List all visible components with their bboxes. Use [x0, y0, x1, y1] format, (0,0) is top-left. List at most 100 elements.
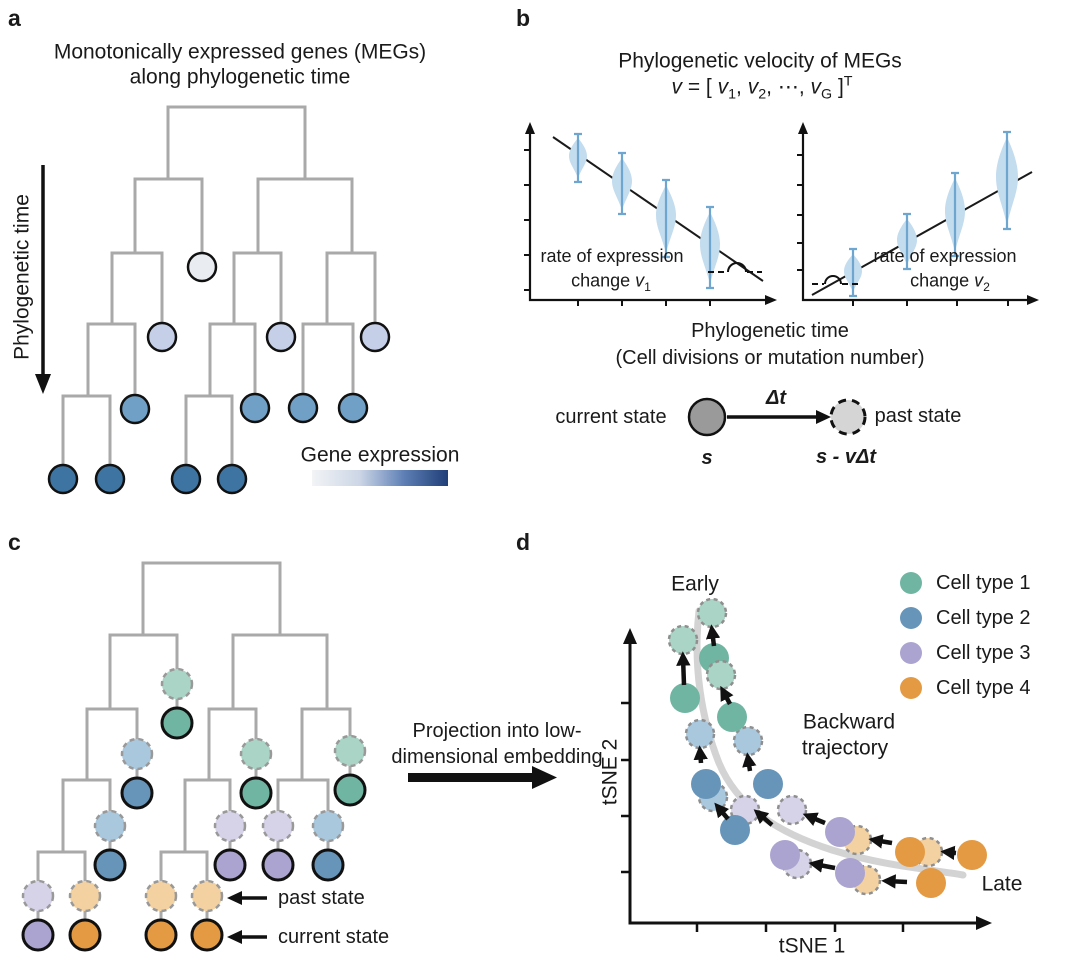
violin-plots-increasing [844, 130, 1018, 298]
slope-angle-icon [824, 275, 842, 285]
current-node-orange [190, 918, 224, 952]
past-node-blue [93, 809, 127, 843]
tree-node-low [359, 321, 391, 353]
projection-arrow [408, 766, 557, 789]
legend-label-cell-type-3: Cell type 3 [936, 642, 1031, 664]
panel-d-embedding [621, 572, 992, 932]
cell-teal [717, 702, 747, 732]
current-node-blue [93, 848, 127, 882]
cell-blue [753, 769, 783, 799]
increasing-meg-plot [797, 122, 1039, 306]
panel-a-title-line1: Monotonically expressed genes (MEGs) [53, 40, 427, 64]
gene-expression-colorbar [312, 470, 448, 486]
panel-a-tree [35, 105, 448, 495]
past-state-circle [829, 398, 867, 436]
current-node-purple [21, 918, 55, 952]
past-node-orange [68, 879, 102, 913]
past-node-blue [311, 809, 345, 843]
tsne2-axis-label: tSNE 2 [598, 738, 622, 806]
current-node-teal [333, 773, 367, 807]
past-state-label: past state [874, 405, 962, 427]
decreasing-meg-plot [524, 122, 777, 306]
colorbar-label: Gene expression [300, 443, 460, 467]
velocity-equation: v = [ v1, v2, ⋯, vG ]T [671, 73, 853, 103]
current-state-circle [687, 397, 727, 437]
panel-label-d: d [516, 529, 531, 555]
left-plot-caption-line2: change v1 [571, 270, 651, 295]
past-cell-teal [705, 659, 737, 691]
past-node-orange [190, 879, 224, 913]
tree-node-high [337, 392, 369, 424]
current-state-pointer [227, 930, 267, 944]
tree-node-low [265, 321, 297, 353]
current-node-blue [311, 848, 345, 882]
legend-swatch-cell-type-2 [900, 607, 922, 629]
tree-node-highest [170, 463, 202, 495]
delta-t-arrowhead-icon [816, 410, 831, 424]
cell-orange [957, 840, 987, 870]
past-state-value: s - vΔt [815, 446, 877, 468]
tree-node-low [146, 321, 178, 353]
cell-type-legend-swatches [900, 572, 922, 699]
legend-swatch-cell-type-1 [900, 572, 922, 594]
past-node-purple [261, 809, 295, 843]
past-node-orange [144, 879, 178, 913]
past-node-teal [239, 737, 273, 771]
tree-node-high [119, 393, 151, 425]
panel-b-title: Phylogenetic velocity of MEGs [618, 49, 902, 73]
state-transition-diagram [687, 397, 867, 437]
past-cell-purple [776, 794, 808, 826]
late-label: Late [981, 872, 1023, 896]
current-node-orange [68, 918, 102, 952]
past-state-pointer [227, 891, 267, 905]
tree-node-lowest [186, 251, 218, 283]
past-state-arrow-label: past state [278, 887, 365, 909]
projection-label-line1: Projection into low- [412, 720, 582, 742]
backward-trajectory-label-line2: trajectory [801, 736, 889, 760]
tree-node-highest [94, 463, 126, 495]
embedding-nodes [667, 597, 987, 898]
past-node-teal [333, 734, 367, 768]
panel-label-c: c [8, 529, 21, 555]
x-axis-arrowhead-icon [976, 916, 992, 930]
past-cell-teal [667, 624, 699, 656]
legend-swatch-cell-type-3 [900, 642, 922, 664]
tree-node-highest [47, 463, 79, 495]
current-node-purple [261, 848, 295, 882]
current-state-label: current state [555, 406, 667, 428]
x-axis-arrowhead-icon [1027, 295, 1039, 305]
delta-t-label: Δt [765, 387, 787, 409]
expression-tree-nodes [47, 251, 391, 495]
early-label: Early [671, 572, 719, 596]
current-node-orange [144, 918, 178, 952]
legend-swatch-cell-type-4 [900, 677, 922, 699]
legend-label-cell-type-4: Cell type 4 [936, 677, 1031, 699]
panel-label-b: b [516, 5, 531, 31]
cell-blue [691, 769, 721, 799]
legend-label-cell-type-2: Cell type 2 [936, 607, 1031, 629]
cell-blue [720, 815, 750, 845]
b-xaxis-title-line2: (Cell divisions or mutation number) [615, 347, 925, 369]
cell-purple [825, 817, 855, 847]
y-axis-arrowhead-icon [623, 628, 637, 644]
right-plot-caption-line2: change v2 [910, 270, 990, 295]
tsne-axes [621, 628, 992, 932]
backward-trajectory-label-line1: Backward [802, 710, 896, 734]
cell-purple [770, 840, 800, 870]
cell-purple [835, 858, 865, 888]
legend-label-cell-type-1: Cell type 1 [936, 572, 1031, 594]
cell-orange [895, 837, 925, 867]
current-state-value: s [701, 447, 713, 469]
past-node-purple [21, 879, 55, 913]
time-axis-arrow-icon [35, 165, 51, 394]
past-node-blue [120, 737, 154, 771]
backward-arrows [676, 624, 957, 889]
projection-label-line2: dimensional embedding [391, 746, 603, 768]
current-node-teal [160, 706, 194, 740]
past-cell-blue [732, 725, 764, 757]
y-axis-arrowhead-icon [798, 122, 808, 134]
past-cell-blue [684, 718, 716, 750]
left-plot-caption-line1: rate of expression [540, 246, 684, 267]
